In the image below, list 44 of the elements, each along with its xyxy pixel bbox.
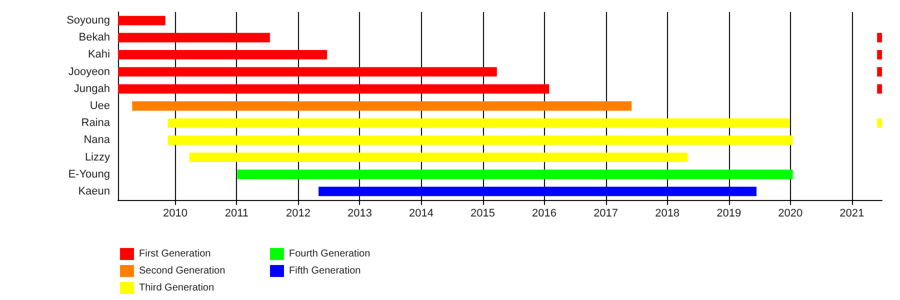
bar xyxy=(877,118,882,128)
y-tick-label: Uee xyxy=(90,100,110,112)
bar xyxy=(189,152,688,162)
bar xyxy=(118,50,328,60)
y-tick-label: E-Young xyxy=(68,168,110,180)
bar xyxy=(132,101,632,111)
x-tick-label: 2020 xyxy=(778,208,803,220)
x-tick-label: 2011 xyxy=(224,208,249,220)
x-tick-label: 2015 xyxy=(470,208,496,220)
bar xyxy=(877,84,882,94)
bar xyxy=(118,84,550,94)
y-tick-label: Lizzy xyxy=(84,151,110,164)
bar xyxy=(877,32,882,42)
y-tick-label: Kaeun xyxy=(78,185,110,198)
y-tick-label: Jungah xyxy=(74,82,110,95)
x-tick-label: 2014 xyxy=(409,208,434,220)
x-tick-label: 2018 xyxy=(655,208,680,220)
y-tick-label: Soyoung xyxy=(66,14,110,27)
y-tick-label: Bekah xyxy=(78,32,110,44)
y-tick-label: Nana xyxy=(84,134,111,146)
legend-label: Second Generation xyxy=(139,266,226,276)
legend-label: Fourth Generation xyxy=(289,248,370,260)
y-tick-label: Raina xyxy=(81,117,111,130)
legend-label: First Generation xyxy=(139,248,211,260)
bar xyxy=(168,135,793,145)
bar xyxy=(118,16,166,26)
bar xyxy=(118,67,497,77)
bar xyxy=(877,50,882,60)
y-tick-label: Kahi xyxy=(88,48,110,61)
x-tick-label: 2021 xyxy=(840,208,864,220)
bar xyxy=(118,32,270,42)
x-tick-label: 2019 xyxy=(716,208,742,220)
x-tick-label: 2010 xyxy=(162,208,188,220)
bar xyxy=(237,170,793,180)
x-tick-label: 2013 xyxy=(348,208,372,220)
x-tick-label: 2017 xyxy=(594,208,618,220)
bar xyxy=(318,186,757,196)
x-tick-label: 2016 xyxy=(532,208,557,220)
bar xyxy=(168,118,790,128)
legend-label: Third Generation xyxy=(139,282,214,294)
legend-label: Fifth Generation xyxy=(289,266,361,276)
bar xyxy=(877,67,882,77)
y-tick-label: Jooyeon xyxy=(68,66,110,78)
x-tick-label: 2012 xyxy=(286,208,310,220)
